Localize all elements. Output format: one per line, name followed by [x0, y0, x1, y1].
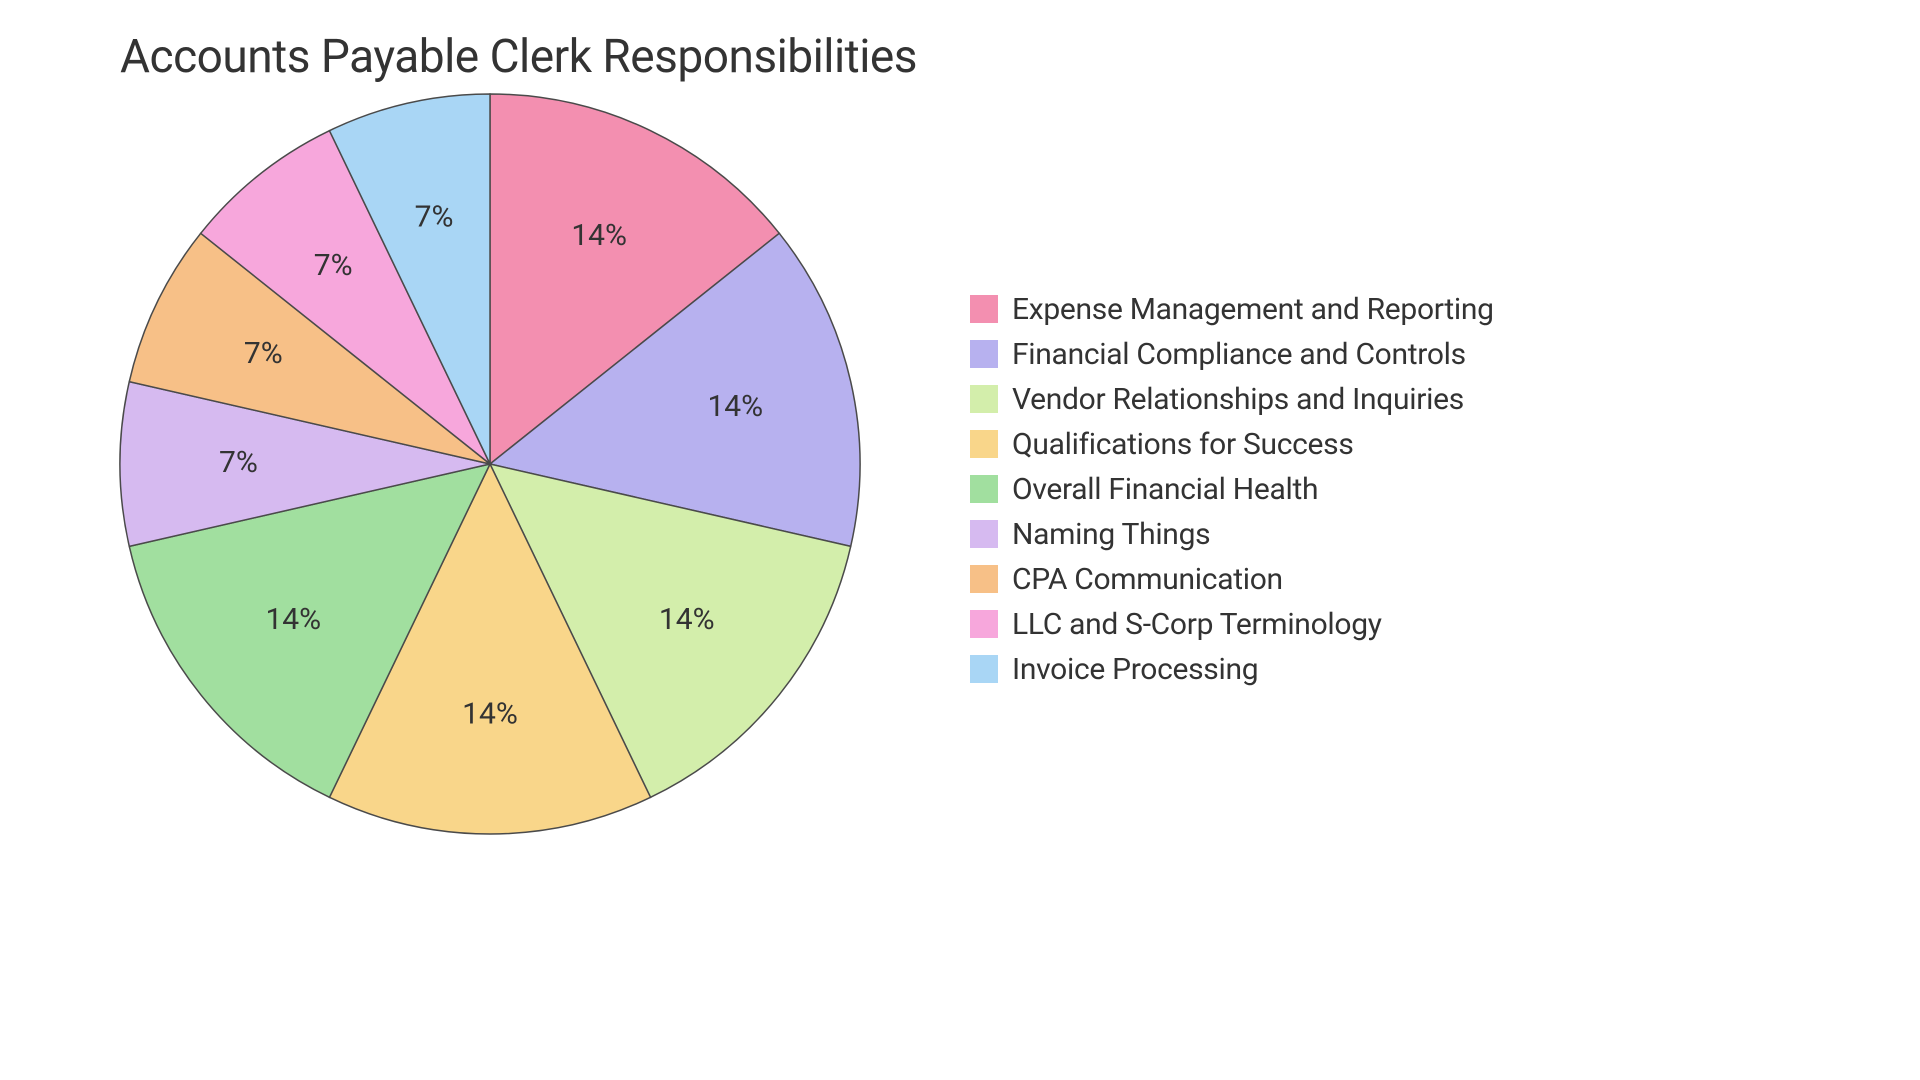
legend-item: CPA Communication [970, 562, 1494, 597]
legend-swatch [970, 655, 998, 683]
chart-container: Accounts Payable Clerk Responsibilities … [0, 0, 1920, 1080]
legend-item: Expense Management and Reporting [970, 292, 1494, 327]
legend: Expense Management and Reporting Financia… [970, 292, 1494, 687]
legend-swatch [970, 430, 998, 458]
slice-label: 14% [707, 389, 763, 424]
legend-swatch [970, 295, 998, 323]
legend-item: Vendor Relationships and Inquiries [970, 382, 1494, 417]
legend-label: LLC and S-Corp Terminology [1012, 607, 1382, 642]
slice-label: 14% [659, 602, 715, 637]
slice-label: 7% [219, 445, 258, 480]
legend-item: LLC and S-Corp Terminology [970, 607, 1494, 642]
slice-label: 7% [314, 248, 353, 283]
legend-label: CPA Communication [1012, 562, 1283, 597]
slice-label: 14% [462, 697, 518, 732]
legend-swatch [970, 520, 998, 548]
legend-item: Financial Compliance and Controls [970, 337, 1494, 372]
legend-item: Invoice Processing [970, 652, 1494, 687]
legend-label: Vendor Relationships and Inquiries [1012, 382, 1464, 417]
legend-label: Qualifications for Success [1012, 427, 1354, 462]
slice-label: 7% [244, 336, 283, 371]
legend-label: Overall Financial Health [1012, 472, 1318, 507]
chart-title: Accounts Payable Clerk Responsibilities [120, 30, 1840, 84]
slice-label: 14% [265, 602, 321, 637]
pie-svg: 14% 14% 14% 14% 14% 7% 7% 7% 7% [110, 84, 870, 844]
legend-item: Qualifications for Success [970, 427, 1494, 462]
legend-swatch [970, 340, 998, 368]
legend-swatch [970, 610, 998, 638]
legend-label: Naming Things [1012, 517, 1210, 552]
legend-swatch [970, 475, 998, 503]
pie-chart: 14% 14% 14% 14% 14% 7% 7% 7% 7% [110, 84, 870, 844]
chart-area: 14% 14% 14% 14% 14% 7% 7% 7% 7% Expense Manageme… [80, 94, 1840, 844]
slice-label: 7% [415, 200, 454, 235]
slice-label: 14% [571, 218, 627, 253]
legend-item: Naming Things [970, 517, 1494, 552]
legend-label: Expense Management and Reporting [1012, 292, 1494, 327]
legend-item: Overall Financial Health [970, 472, 1494, 507]
legend-swatch [970, 385, 998, 413]
legend-swatch [970, 565, 998, 593]
legend-label: Financial Compliance and Controls [1012, 337, 1466, 372]
legend-label: Invoice Processing [1012, 652, 1258, 687]
